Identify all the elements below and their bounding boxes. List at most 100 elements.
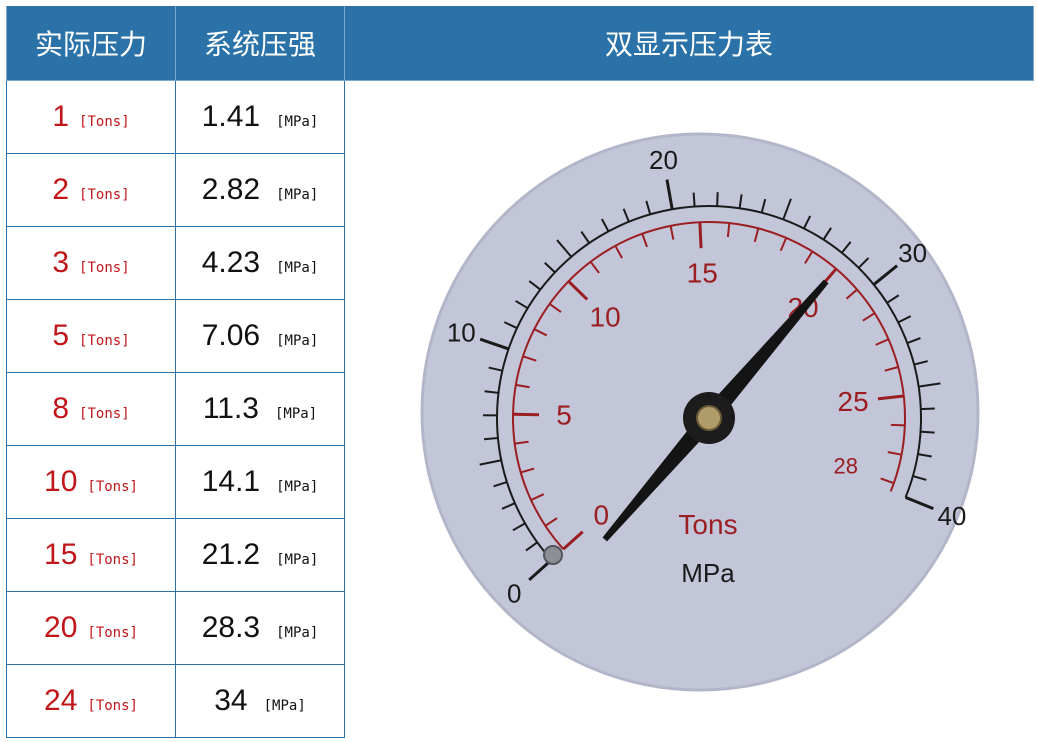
gauge-rim (420, 132, 980, 692)
mpa-value: 14.1 (201, 465, 261, 498)
outer-scale-label: 30 (898, 238, 927, 268)
outer-scale-tick (782, 198, 792, 220)
inner-scale-label: 5 (556, 400, 572, 431)
mpa-unit: [MPa] (276, 479, 319, 495)
mpa-unit: [MPa] (276, 552, 319, 568)
outer-scale-tick (760, 198, 767, 213)
outer-scale-tick (528, 280, 541, 291)
outer-scale-tick (906, 337, 921, 344)
mpa-value: 7.06 (201, 319, 261, 352)
outer-scale-tick (917, 453, 932, 458)
tons-cell: 2 [Tons] (6, 153, 176, 227)
outer-scale-tick (512, 522, 526, 532)
inner-scale-arc (512, 221, 906, 550)
header-system-pressure: 系统压强 (175, 6, 345, 81)
mpa-unit: [MPa] (276, 114, 319, 130)
outer-scale-tick (912, 475, 927, 481)
inner-scale-tick (698, 222, 703, 249)
inner-scale-tick (753, 228, 760, 243)
outer-scale-tick (515, 300, 529, 310)
mpa-value: 11.3 (202, 392, 259, 425)
outer-scale-tick (886, 294, 900, 304)
outer-scale-tick (503, 321, 518, 329)
inner-scale-tick (779, 237, 788, 252)
header-actual-pressure: 实际压力 (6, 6, 176, 81)
inner-scale-tick (549, 303, 562, 313)
tons-cell: 3 [Tons] (6, 226, 176, 300)
tons-value: 24 (44, 684, 78, 717)
tons-cell: 15 [Tons] (6, 518, 176, 592)
outer-scale-tick (544, 261, 556, 274)
tons-cell: 24 [Tons] (6, 664, 176, 738)
table-row: 15 [Tons] 21.2 [MPa] (6, 518, 1034, 592)
tons-value: 20 (44, 611, 78, 644)
inner-scale-tick (890, 423, 905, 427)
outer-scale-tick (493, 481, 508, 488)
inner-scale-tick (884, 366, 899, 372)
outer-scale-tick (905, 496, 934, 511)
outer-scale-tick (692, 192, 696, 207)
mpa-value: 4.23 (201, 246, 261, 279)
mpa-cell: 11.3 [MPa] (175, 372, 345, 446)
outer-scale-arc (496, 205, 922, 561)
inner-scale-tick (877, 394, 904, 401)
outer-scale-tick (920, 407, 935, 411)
inner-scale-tick (726, 222, 731, 238)
tons-unit: [Tons] (79, 114, 130, 130)
outer-scale-label: 0 (507, 578, 521, 608)
tons-value: 8 (52, 392, 70, 425)
tons-unit: [Tons] (79, 333, 130, 349)
outer-scale-tick (556, 239, 573, 258)
mpa-value: 1.41 (201, 100, 261, 133)
tons-cell: 10 [Tons] (6, 445, 176, 519)
inner-scale-tick (589, 261, 600, 274)
tons-cell: 20 [Tons] (6, 591, 176, 665)
outer-scale-labels: 0 10 20 30 40 (447, 145, 967, 608)
inner-scale-tick (875, 338, 889, 346)
outer-scale-tick (600, 218, 610, 232)
tons-unit: [Tons] (79, 187, 130, 203)
inner-scale-tick (567, 280, 589, 301)
tons-cell: 5 [Tons] (6, 299, 176, 373)
tons-cell: 1 [Tons] (6, 80, 176, 154)
outer-scale-tick (822, 227, 832, 241)
mpa-cell: 14.1 [MPa] (175, 445, 345, 519)
mpa-unit: [MPa] (276, 187, 319, 203)
inner-scale-tick (530, 493, 545, 501)
inner-scale-label: 15 (687, 258, 718, 289)
outer-scale-label: 10 (447, 318, 476, 348)
tons-value: 15 (44, 538, 78, 571)
inner-scale-label: 0 (593, 500, 609, 531)
tons-unit: [Tons] (87, 698, 138, 714)
mpa-cell: 28.3 [MPa] (175, 591, 345, 665)
outer-scale-tick (872, 264, 899, 286)
tons-unit: [Tons] (87, 625, 138, 641)
inner-scale-ticks (513, 222, 905, 551)
table-row: 10 [Tons] 14.1 [MPa] (6, 445, 1034, 519)
tons-value: 3 (52, 246, 70, 279)
inner-scale-tick (845, 288, 858, 300)
outer-scale-tick (716, 192, 719, 207)
outer-scale-tick (897, 315, 912, 324)
dual-scale-pressure-gauge: 0 10 20 30 40 0 5 10 15 20 25 28 Tons MPa (420, 132, 980, 692)
outer-scale-tick (738, 194, 743, 209)
outer-scale-ticks (479, 179, 941, 582)
table-row: 3 [Tons] 4.23 [MPa] (6, 226, 1034, 300)
tons-unit: [Tons] (87, 552, 138, 568)
outer-scale-tick (645, 200, 652, 215)
inner-scale-tick (522, 355, 537, 362)
tons-value: 5 (52, 319, 70, 352)
outer-scale-tick (913, 360, 928, 366)
tons-value: 10 (44, 465, 78, 498)
mpa-unit: [MPa] (263, 698, 306, 714)
inner-scale-tick (515, 383, 530, 389)
inner-scale-tick (641, 233, 648, 248)
mpa-value: 21.2 (201, 538, 261, 571)
needle-stop-pin (543, 545, 563, 565)
inner-scale-tick (513, 412, 540, 417)
outer-scale-tick (665, 179, 674, 210)
mpa-cell: 21.2 [MPa] (175, 518, 345, 592)
inner-scale-label: 25 (838, 386, 869, 417)
outer-scale-tick (525, 541, 538, 552)
